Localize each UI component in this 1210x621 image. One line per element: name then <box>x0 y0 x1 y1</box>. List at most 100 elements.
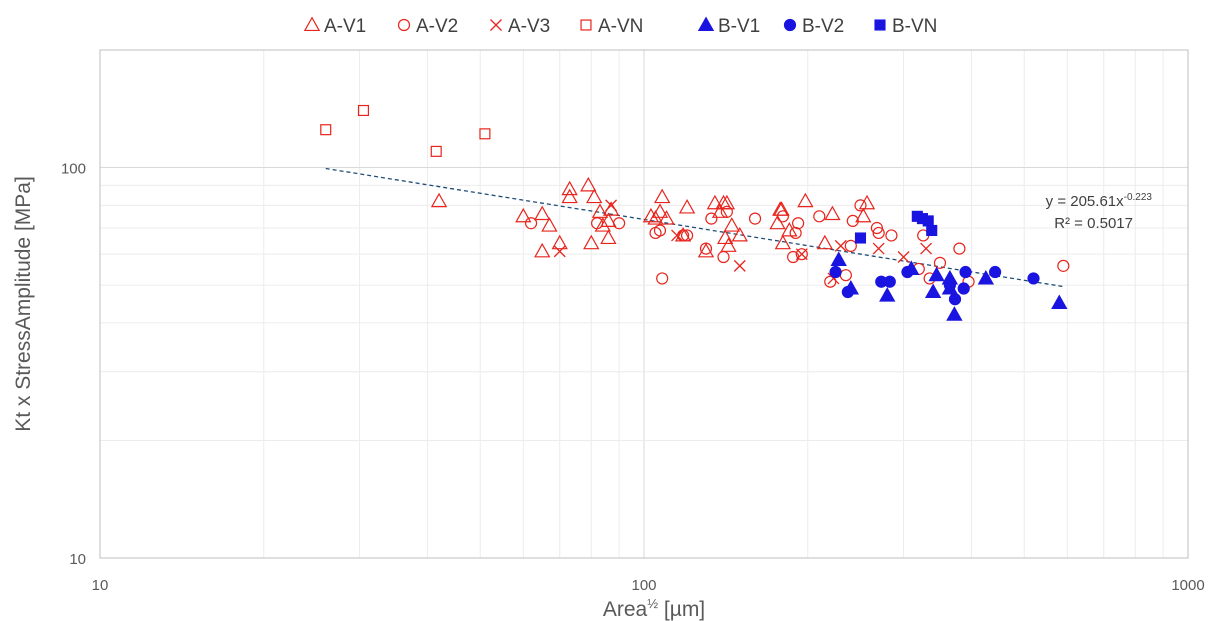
data-point <box>901 265 914 279</box>
data-point <box>718 194 736 210</box>
trendline-equation-base: y = 205.61x <box>1046 193 1124 210</box>
data-point <box>720 205 733 218</box>
data-point <box>813 210 826 223</box>
data-point <box>583 234 600 250</box>
data-point <box>959 265 972 279</box>
data-point <box>534 205 551 221</box>
series-b-v2 <box>829 265 1040 306</box>
data-point <box>953 242 966 255</box>
data-point <box>705 212 718 225</box>
tick-labels: 10 100 1000 10 100 <box>61 161 1205 594</box>
data-point <box>654 188 671 204</box>
series-a-v2 <box>524 199 1070 288</box>
data-point <box>830 251 847 266</box>
data-point <box>720 237 737 252</box>
data-point <box>928 266 945 282</box>
data-point <box>561 188 578 204</box>
data-point <box>671 229 683 242</box>
legend-item: A-VN <box>580 16 643 37</box>
data-point <box>479 128 491 140</box>
data-point <box>699 242 713 255</box>
data-point <box>561 180 578 196</box>
data-point <box>933 256 947 269</box>
data-point <box>870 221 884 235</box>
trendline-equation-exponent: -0.223 <box>1124 192 1153 203</box>
x-tick-label: 100 <box>631 577 656 594</box>
y-tick-label: 100 <box>61 161 86 178</box>
legend-item: B-V1 <box>697 16 760 37</box>
data-point <box>653 224 667 237</box>
legend-label: B-V2 <box>802 16 844 37</box>
legend: A-V1 A-V2 A-V3 A-VN B-V1 B-V2 B-VN <box>303 16 937 37</box>
series-b-vn <box>854 210 938 244</box>
data-point <box>600 229 617 245</box>
data-point <box>943 278 956 292</box>
legend-item: B-VN <box>874 16 937 37</box>
y-tick-label: 10 <box>69 551 86 568</box>
data-point <box>795 248 808 261</box>
series-a-vn <box>320 104 491 157</box>
data-point <box>920 242 933 255</box>
trendline-equation: y = 205.61x-0.223 <box>1046 192 1153 210</box>
legend-marker <box>490 19 502 31</box>
x-axis-title-base: Area <box>603 598 648 621</box>
data-point <box>883 275 896 288</box>
data-point <box>792 217 805 230</box>
data-point <box>769 214 786 230</box>
legend-marker <box>783 18 797 32</box>
data-point <box>989 265 1002 279</box>
data-point <box>586 188 603 204</box>
data-point <box>541 217 558 232</box>
data-point <box>885 229 898 242</box>
x-tick-label: 10 <box>92 577 109 594</box>
legend-marker <box>397 18 411 32</box>
y-axis-title: Kt x StressAmplitude [MPa] <box>12 176 35 432</box>
data-point <box>846 214 859 228</box>
data-point <box>430 192 448 208</box>
data-point <box>680 229 694 242</box>
trendline-path <box>325 167 1064 288</box>
data-point <box>515 207 532 223</box>
legend-label: A-V3 <box>508 16 550 37</box>
data-point <box>926 224 938 237</box>
data-point <box>600 212 617 227</box>
data-point <box>605 199 618 212</box>
data-point <box>795 248 808 261</box>
data-point <box>723 217 740 232</box>
data-point <box>824 275 837 288</box>
legend-label: B-VN <box>892 16 937 37</box>
data-point <box>706 194 724 210</box>
data-point <box>946 306 963 321</box>
data-point <box>717 250 730 264</box>
data-point <box>797 192 814 208</box>
data-point <box>748 212 762 225</box>
legend-item: A-V1 <box>303 16 366 37</box>
legend-marker <box>697 16 715 32</box>
legend-item: A-V2 <box>397 16 458 37</box>
data-point <box>733 259 746 272</box>
data-point <box>855 207 872 223</box>
series-a-v1 <box>430 176 876 258</box>
data-point <box>1057 259 1070 272</box>
data-point <box>776 210 789 223</box>
data-point <box>430 145 442 157</box>
legend-marker <box>874 19 886 31</box>
legend-label: A-V2 <box>416 16 458 37</box>
data-point <box>580 176 597 192</box>
data-point <box>834 239 847 252</box>
data-point <box>872 242 885 255</box>
legend-marker <box>303 16 321 32</box>
data-point <box>922 215 934 227</box>
data-point <box>897 251 910 263</box>
data-point <box>656 272 669 285</box>
data-point <box>678 199 696 214</box>
legend-label: B-V1 <box>718 16 760 37</box>
data-point <box>591 217 604 230</box>
data-point <box>854 232 867 244</box>
data-point <box>841 285 854 299</box>
trendline <box>325 167 1064 288</box>
data-point <box>731 226 748 242</box>
data-point <box>872 226 885 240</box>
grid <box>100 50 1188 558</box>
data-point <box>879 287 896 302</box>
